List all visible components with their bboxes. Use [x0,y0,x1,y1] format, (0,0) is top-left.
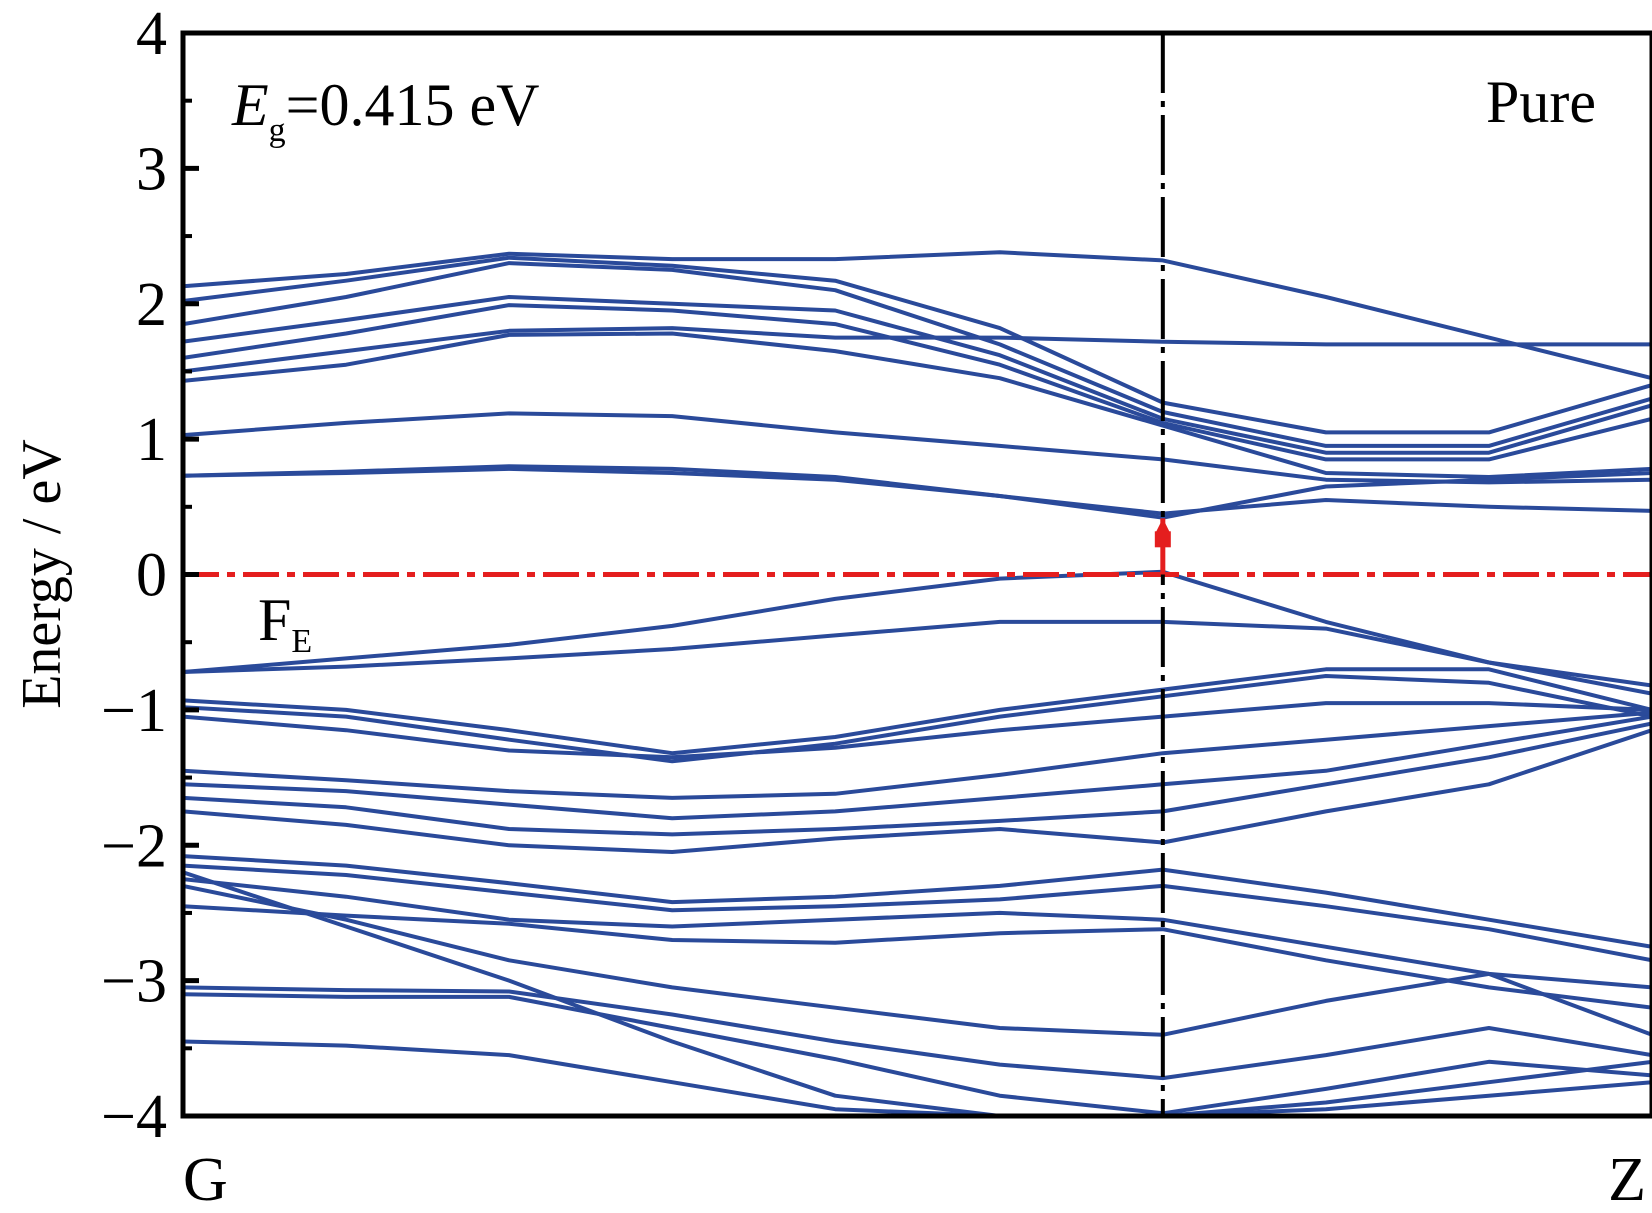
panel-label: Pure [1486,69,1596,135]
band-line [183,674,1652,764]
band-gap-arrow-marker [1154,531,1171,548]
band-gap-annotation: Eg=0.415 eV [231,72,539,149]
band-line [183,619,1652,688]
fermi-subscript: E [291,623,312,660]
band-line [183,569,1652,696]
band-gap-arrow-head [1155,518,1170,533]
band-line [183,326,1652,374]
band-gap-arrow [1154,518,1171,575]
y-axis-label: Energy / eV [11,439,73,709]
y-tick-label: −2 [101,812,167,880]
band-line [183,714,1652,821]
band-line [183,883,1652,1037]
y-tick-label: −4 [101,1083,167,1151]
fermi-level-annotation: FE [258,587,312,660]
band-line [183,303,1652,462]
y-tick-label: 1 [136,406,167,474]
band-line [183,295,1652,455]
y-tick-label: 0 [136,542,167,610]
band-line [183,261,1652,448]
band-line [183,904,1652,1010]
y-tick-label: 2 [136,271,167,339]
band-line [183,331,1652,479]
band-gap-symbol: E [231,72,269,138]
band-line [183,870,1652,1116]
band-line [183,1039,1652,1116]
y-tick-label: 3 [136,135,167,203]
band-gap-subscript: g [269,112,286,149]
band-line [183,710,1652,800]
band-line [183,863,1652,963]
band-line [183,877,1652,990]
band-line [183,466,1652,516]
band-line [183,411,1652,485]
x-tick-label-g: G [183,1146,228,1208]
band-line [183,985,1652,1081]
y-tick-label: −1 [101,677,167,745]
band-line [183,728,1652,854]
bands-layer [183,250,1652,1116]
band-line [183,992,1652,1116]
y-tick-label: 4 [136,0,167,68]
band-line [183,854,1652,949]
y-tick-label: −3 [101,948,167,1016]
x-tick-label-z: Z [1608,1146,1646,1208]
band-line [183,701,1652,760]
band-line [183,255,1652,435]
band-gap-value: =0.415 eV [286,72,540,138]
band-line [183,721,1652,837]
band-line [183,667,1652,756]
fermi-symbol: F [258,587,291,653]
band-line [183,250,1652,381]
y-ticks: 4 3 2 1 0 −1 −2 −3 −4 [101,0,199,1151]
